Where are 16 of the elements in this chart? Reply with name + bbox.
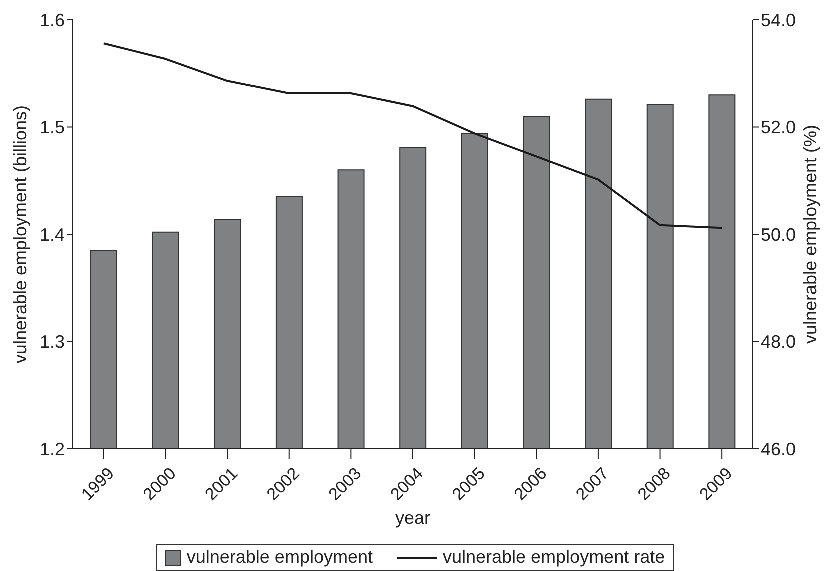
legend-label: vulnerable employment rate bbox=[442, 547, 666, 568]
legend-label: vulnerable employment bbox=[186, 547, 373, 568]
y2-tick-label: 52.0 bbox=[761, 118, 796, 138]
y-tick-label: 1.6 bbox=[40, 10, 65, 30]
y2-tick-label: 50.0 bbox=[761, 224, 796, 245]
y-tick-label: 1.3 bbox=[40, 332, 65, 352]
y2-tick-label: 54.0 bbox=[761, 10, 796, 30]
line-series bbox=[102, 42, 724, 230]
y-tick-label: 1.2 bbox=[40, 439, 65, 460]
x-axis-title: year bbox=[395, 508, 431, 528]
y-axis-title: vulnerable employment (billions) bbox=[10, 105, 30, 364]
y2-tick-label: 48.0 bbox=[761, 332, 796, 352]
y-tick-label: 1.4 bbox=[40, 224, 65, 245]
y-tick-label: 1.5 bbox=[40, 118, 65, 138]
y2-tick-label: 46.0 bbox=[761, 439, 796, 460]
y2-axis-title: vulnerable employment (%) bbox=[800, 124, 820, 344]
